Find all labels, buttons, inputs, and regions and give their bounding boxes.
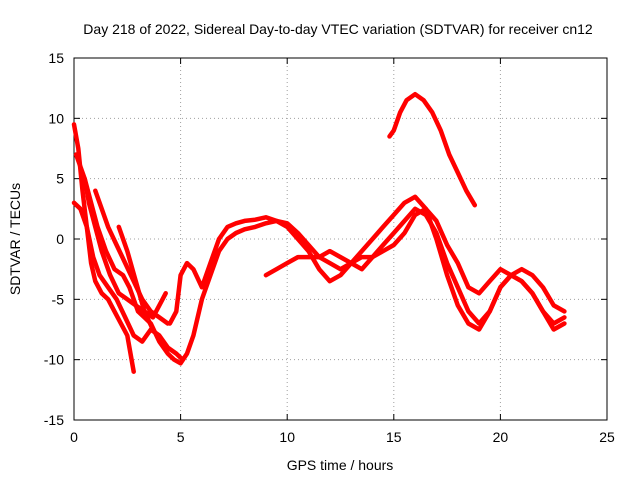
x-tick-labels: 0 5 10 15 20 25 [70,429,615,445]
gridlines [74,58,607,420]
axis-ticks [73,57,608,421]
chart-title: Day 218 of 2022, Sidereal Day-to-day VTE… [83,21,593,37]
series-track-8 [263,206,567,332]
y-tick-label: -10 [44,352,64,368]
y-tick-label: 15 [48,50,64,66]
x-tick-label: 15 [386,429,402,445]
y-tick-label: 5 [56,171,64,187]
y-tick-label: -15 [44,412,64,428]
x-tick-label: 0 [70,429,78,445]
x-tick-label: 10 [279,429,295,445]
series-track-1 [71,122,136,374]
x-tick-label: 5 [177,429,185,445]
series-track-2 [71,200,185,362]
x-tick-label: 25 [599,429,615,445]
y-tick-label: -5 [52,291,65,307]
series-track-6 [116,224,156,332]
y-tick-label: 0 [56,231,64,247]
x-tick-label: 20 [493,429,509,445]
x-axis-label: GPS time / hours [287,457,394,473]
y-tick-labels: -15 -10 -5 0 5 10 15 [44,50,64,428]
y-tick-label: 10 [48,110,64,126]
series-track-5 [93,188,171,326]
plot-frame [73,57,608,421]
series-track-9 [387,91,478,208]
y-axis-label: SDTVAR / TECUs [7,183,23,295]
series-group [71,91,567,374]
